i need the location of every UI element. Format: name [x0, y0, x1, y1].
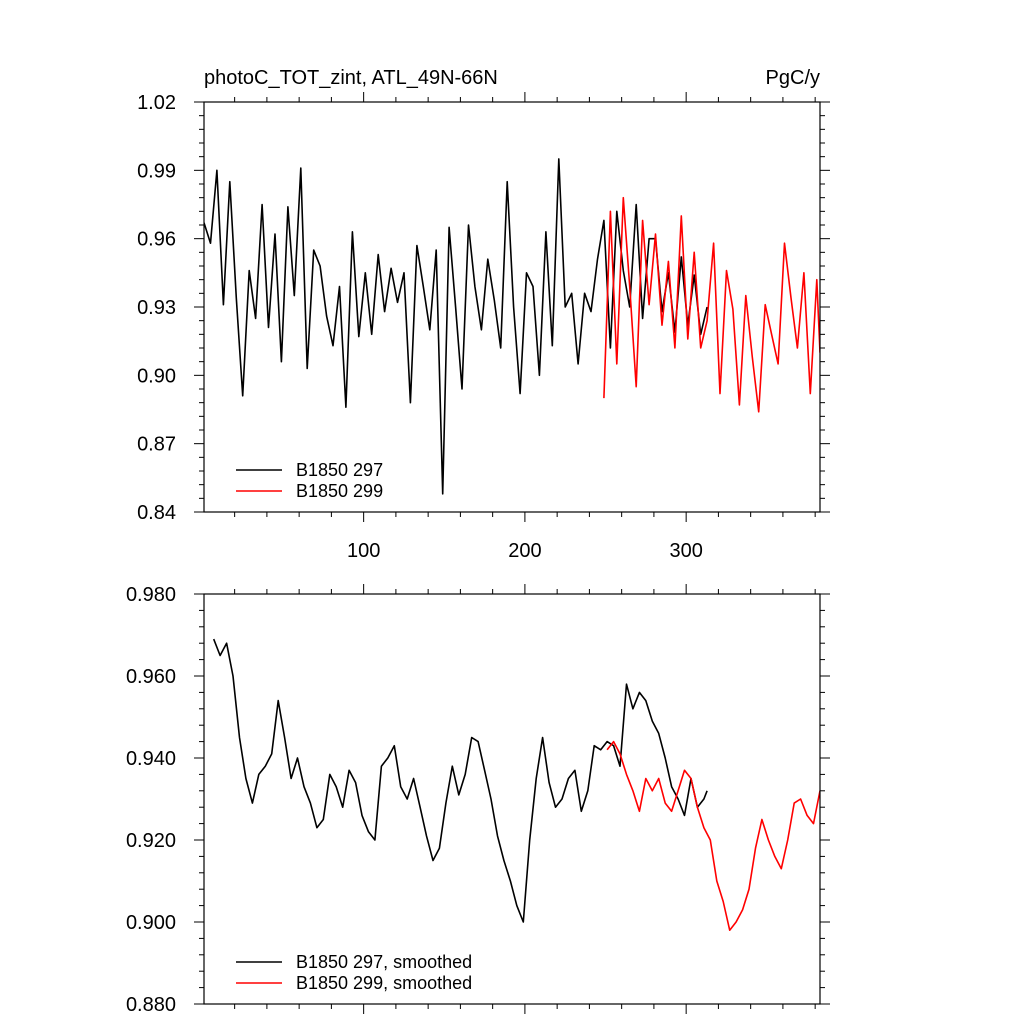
chart-title: photoC_TOT_zint, ATL_49N-66N: [204, 67, 498, 89]
top-ytick-label: 0.84: [137, 502, 176, 524]
bottom-ytick-label: 0.880: [126, 994, 176, 1016]
bottom-ytick-label: 0.960: [126, 666, 176, 688]
top-panel: 0.84 0.87 0.90 0.93 0.96 0.99 1.02 100 200 300 B1…: [137, 92, 830, 562]
top-ytick-label: 0.87: [137, 434, 176, 456]
bottom-ytick-label: 0.920: [126, 830, 176, 852]
bottom-series-line-0: [212, 638, 708, 923]
bottom-axes: 0.880 0.900 0.920 0.940 0.960 0.980: [126, 584, 830, 1016]
bottom-series-layer: [212, 638, 820, 932]
top-ytick-label: 0.90: [137, 365, 176, 387]
top-xtick-label: 100: [347, 540, 380, 562]
top-series-layer: [204, 158, 820, 495]
top-ytick-label: 1.02: [137, 92, 176, 114]
top-xtick-label: 300: [669, 540, 702, 562]
top-xtick-label: 200: [508, 540, 541, 562]
bottom-legend-label-1: B1850 299, smoothed: [296, 973, 472, 993]
bottom-ytick-label: 0.900: [126, 912, 176, 934]
bottom-ytick-label: 0.980: [126, 584, 176, 606]
bottom-ytick-label: 0.940: [126, 748, 176, 770]
top-axes: 0.84 0.87 0.90 0.93 0.96 0.99 1.02 100 200 300: [137, 92, 830, 562]
top-ytick-label: 0.99: [137, 160, 176, 182]
bottom-panel: 0.880 0.900 0.920 0.940 0.960 0.980 B1850 297…: [126, 584, 830, 1016]
top-series-line-1: [603, 196, 820, 413]
bottom-series-line-1: [606, 740, 820, 932]
bottom-plot-frame: [203, 593, 821, 1005]
top-series-line-0: [204, 158, 708, 495]
top-legend-label-1: B1850 299: [296, 481, 383, 501]
top-legend-label-0: B1850 297: [296, 460, 383, 480]
bottom-legend-label-0: B1850 297, smoothed: [296, 952, 472, 972]
top-plot-frame: [203, 101, 821, 513]
units-label: PgC/y: [766, 67, 820, 89]
top-ytick-label: 0.93: [137, 297, 176, 319]
top-ytick-label: 0.96: [137, 229, 176, 251]
